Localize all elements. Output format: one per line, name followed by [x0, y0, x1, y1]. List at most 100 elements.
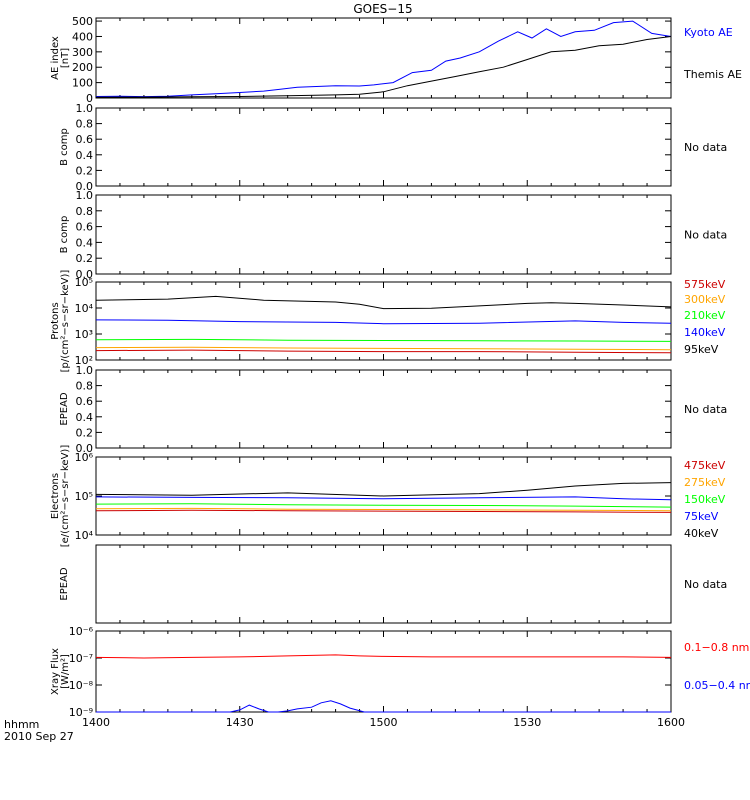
series-line-140kev	[95, 319, 672, 325]
series-line-475kev	[95, 509, 672, 513]
panel-frame	[95, 17, 672, 99]
no-data-note: No data	[684, 403, 727, 416]
y-tick-label: 300	[72, 46, 93, 59]
series-line-75kev	[95, 496, 672, 501]
legend-entry: 275keV	[684, 476, 726, 489]
panel-frame	[95, 630, 672, 713]
x-tick-label: 1430	[226, 716, 254, 729]
legend-entry: 0.1−0.8 nm	[684, 641, 749, 654]
panel-frame	[95, 544, 672, 624]
y-tick-label: 0.2	[76, 164, 94, 177]
y-tick-label: 10⁵	[75, 490, 93, 503]
series-line-40kev	[95, 482, 672, 497]
y-tick-label: 0.2	[76, 426, 94, 439]
legend-entry: 575keV	[684, 278, 726, 291]
y-axis-label: B comp	[59, 216, 70, 254]
legend-entry: 150keV	[684, 493, 726, 506]
legend-entry: 140keV	[684, 326, 726, 339]
y-tick-label: 0.8	[76, 118, 94, 131]
y-tick-label: 0.2	[76, 252, 94, 265]
no-data-note: No data	[684, 229, 727, 242]
legend-entry: 210keV	[684, 309, 726, 322]
y-tick-label: 1.0	[76, 189, 94, 202]
series-line-kyoto-ae	[95, 20, 672, 98]
series-line-275kev	[95, 507, 672, 512]
y-tick-label: 10⁻⁷	[69, 652, 93, 665]
time-label: hhmm	[4, 718, 39, 731]
y-tick-label: 0.0	[76, 442, 94, 455]
x-tick-label: 1500	[370, 716, 398, 729]
y-tick-label: 10⁻⁶	[69, 625, 94, 638]
series-line-300kev	[95, 346, 672, 351]
y-axis-label: Xray Flux	[50, 648, 61, 695]
panel-b1: 0.0 0.2 0.4 0.6 0.8 1.0 B comp No data	[59, 102, 727, 193]
y-axis-label: Electrons	[50, 473, 61, 519]
panel-ae: 0 100 200 300 400 500 AE index [nT] Kyoto AE Them…	[50, 15, 742, 105]
legend-entry: 300keV	[684, 293, 726, 306]
y-tick-label: 400	[72, 30, 93, 43]
legend-entry: 95keV	[684, 343, 719, 356]
series-line-95kev	[95, 295, 672, 310]
figure-title: GOES−15	[353, 2, 412, 16]
series-line-150kev	[95, 503, 672, 508]
y-tick-label: 10⁻⁸	[69, 679, 94, 692]
legend-entry: 40keV	[684, 527, 719, 540]
y-axis-label: [e/(cm²−s−sr−keV)]	[60, 445, 71, 548]
panel-electrons: 10⁴ 10⁵ 10⁶ Electrons [e/(cm²−s−sr−keV)] 475k…	[50, 445, 726, 548]
y-tick-label: 10²	[75, 354, 93, 367]
panel-frame	[95, 107, 672, 187]
legend-entry: 475keV	[684, 459, 726, 472]
y-axis-label: Protons	[50, 302, 61, 339]
no-data-note: No data	[684, 141, 727, 154]
legend-entry: 75keV	[684, 510, 719, 523]
no-data-note: No data	[684, 578, 727, 591]
series-line-themis-ae	[95, 36, 672, 98]
legend-entry: Themis AE	[683, 68, 742, 81]
y-tick-label: 1.0	[76, 364, 94, 377]
y-axis-label: [nT]	[60, 48, 71, 68]
y-tick-label: 10³	[75, 328, 93, 341]
y-axis-label: [p/(cm²−s−sr−keV)]	[60, 270, 71, 373]
series-line-0-1-0-8-nm	[95, 654, 672, 659]
y-tick-label: 0.6	[76, 133, 94, 146]
y-tick-label: 500	[72, 15, 93, 28]
y-tick-label: 10⁴	[75, 302, 94, 315]
y-tick-label: 0.8	[76, 380, 94, 393]
panel-xray: 10⁻⁹ 10⁻⁸ 10⁻⁷ 10⁻⁶ Xray Flux [W/m²] 0.1−0.8 n…	[50, 625, 750, 729]
y-tick-label: 0.0	[76, 268, 94, 281]
y-tick-label: 0.6	[76, 395, 94, 408]
series-line-210kev	[95, 338, 672, 342]
y-tick-label: 10⁴	[75, 529, 94, 542]
y-tick-label: 10⁵	[75, 276, 93, 289]
y-axis-label: EPEAD	[59, 567, 70, 601]
series-line-575kev	[95, 349, 672, 354]
y-tick-label: 0.0	[76, 180, 94, 193]
y-tick-label: 200	[72, 61, 93, 74]
panel-b2: 0.0 0.2 0.4 0.6 0.8 1.0 B comp No data	[59, 189, 727, 281]
y-tick-label: 10⁻⁹	[69, 706, 93, 719]
y-tick-label: 100	[72, 77, 93, 90]
panels: 0 100 200 300 400 500 AE index [nT] Kyoto AE Them…	[50, 15, 750, 729]
legend-entry: Kyoto AE	[684, 26, 733, 39]
panel-epead2: EPEAD No data	[59, 544, 727, 624]
x-tick-label: 1400	[82, 716, 110, 729]
x-tick-label: 1530	[513, 716, 541, 729]
y-axis-label: [W/m²]	[60, 654, 71, 689]
y-tick-label: 0.8	[76, 205, 94, 218]
y-tick-label: 0.4	[76, 149, 94, 162]
y-tick-label: 0.4	[76, 236, 94, 249]
legend-entry: 0.05−0.4 nm	[684, 679, 750, 692]
y-axis-label: B comp	[59, 128, 70, 166]
y-tick-label: 10⁶	[75, 451, 94, 464]
y-axis-label: AE index	[50, 36, 61, 80]
date-label: 2010 Sep 27	[4, 730, 74, 743]
y-tick-label: 1.0	[76, 102, 94, 115]
y-tick-label: 0	[86, 92, 93, 105]
series-line-0-05-0-4-nm	[96, 700, 671, 713]
panel-epead1: 0.0 0.2 0.4 0.6 0.8 1.0 EPEAD No data	[59, 364, 727, 455]
y-tick-label: 0.6	[76, 221, 94, 234]
panel-frame	[95, 194, 672, 275]
panel-protons: 10² 10³ 10⁴ 10⁵ Protons [p/(cm²−s−sr−keV)] 575…	[50, 270, 726, 373]
y-axis-label: EPEAD	[59, 392, 70, 426]
